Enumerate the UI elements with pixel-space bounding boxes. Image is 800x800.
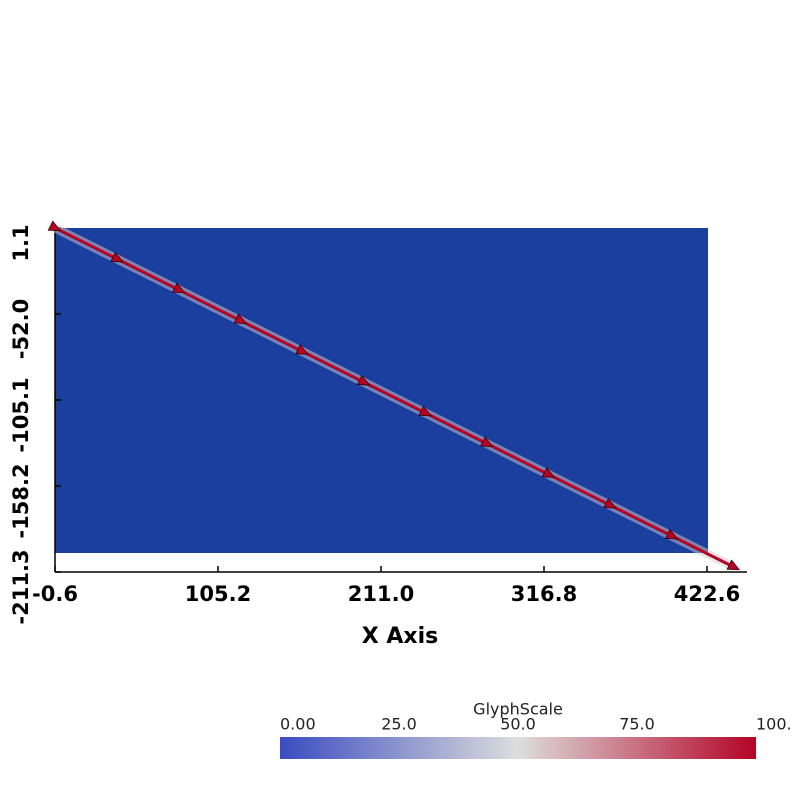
glyph-arrow xyxy=(110,251,124,263)
colorbar xyxy=(280,737,756,759)
glyph-arrow xyxy=(603,497,617,509)
colorbar-tick-label: 100. xyxy=(756,715,792,734)
glyph-arrow xyxy=(295,344,309,355)
colorbar-title: GlyphScale xyxy=(473,700,563,719)
x-tick-label: 105.2 xyxy=(185,582,251,606)
y-tick-label: -211.3 xyxy=(9,549,33,624)
glyph-arrow xyxy=(726,559,741,571)
colorbar-tick-label: 75.0 xyxy=(619,715,655,734)
x-tick-label: 316.8 xyxy=(511,582,577,606)
y-tick-label: -52.0 xyxy=(9,299,33,360)
glyph-arrow xyxy=(47,220,62,232)
colorbar-tick-label: 25.0 xyxy=(381,715,417,734)
glyph-arrow xyxy=(171,282,186,294)
glyph-arrow xyxy=(479,436,494,448)
glyph-line xyxy=(54,226,735,569)
glyph-arrow xyxy=(356,374,371,386)
colorbar-tick-label: 0.00 xyxy=(280,715,316,734)
x-tick-label: 211.0 xyxy=(348,582,414,606)
glyph-arrow xyxy=(664,528,679,540)
y-tick-label: -105.1 xyxy=(9,377,33,452)
x-tick-label: 422.6 xyxy=(674,582,740,606)
y-tick-label: 1.1 xyxy=(9,224,33,261)
x-tick-label: -0.6 xyxy=(32,582,78,606)
glyph-arrow xyxy=(541,467,556,478)
y-tick-label: -158.2 xyxy=(9,463,33,538)
glyph-arrow xyxy=(418,405,432,417)
colorbar-tick-label: 50.0 xyxy=(500,715,536,734)
glyph-arrow xyxy=(233,313,248,324)
x-axis-title: X Axis xyxy=(362,624,438,649)
